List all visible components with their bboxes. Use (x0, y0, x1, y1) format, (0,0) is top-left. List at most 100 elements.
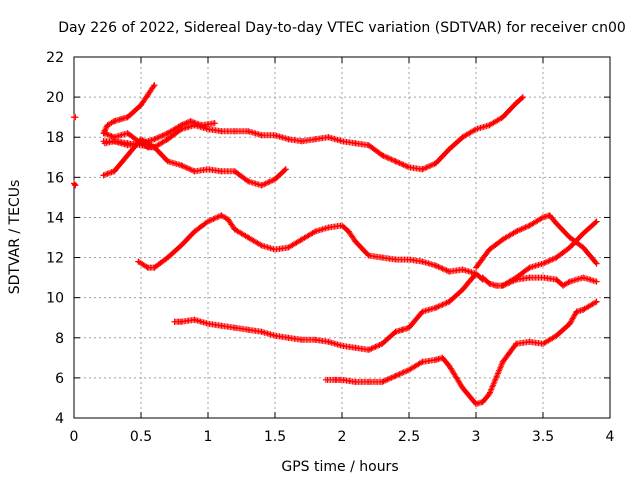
data-point (312, 228, 319, 235)
data-point (298, 336, 305, 343)
series-markers (473, 212, 600, 271)
series-markers (100, 82, 158, 137)
data-point (135, 258, 142, 265)
data-point (325, 224, 332, 231)
data-point (285, 136, 292, 143)
x-tick-label: 0 (70, 429, 79, 445)
data-point (540, 260, 546, 267)
data-point (322, 376, 329, 383)
x-axis-label: GPS time / hours (281, 459, 398, 475)
data-point (519, 94, 526, 101)
data-point (258, 132, 265, 139)
data-point (459, 266, 466, 273)
data-point (432, 304, 439, 311)
data-point (325, 134, 332, 141)
series-markers (322, 298, 600, 407)
x-tick-label: 2.5 (398, 429, 420, 445)
data-point (473, 270, 479, 277)
data-point (151, 136, 158, 143)
data-point (459, 134, 466, 141)
x-tick-label: 4 (606, 429, 615, 445)
y-axis-label: SDTVAR / TECUs (7, 180, 23, 295)
data-point (151, 144, 158, 151)
data-point (566, 234, 573, 241)
data-point (566, 278, 573, 285)
data-point (231, 226, 238, 233)
data-point (513, 340, 520, 347)
data-point (272, 332, 278, 339)
data-point (131, 108, 138, 115)
data-point (111, 118, 118, 125)
series-arc-b (71, 180, 79, 189)
data-point (419, 358, 426, 365)
data-point (540, 214, 546, 221)
data-point (392, 256, 399, 263)
data-point (272, 132, 278, 139)
data-point (379, 152, 386, 159)
data-point (593, 260, 600, 267)
data-point (151, 264, 158, 271)
data-point (124, 114, 131, 121)
data-point (365, 346, 372, 353)
data-point (325, 338, 332, 345)
data-point (191, 228, 198, 235)
data-point (339, 376, 345, 383)
data-point (446, 146, 453, 153)
data-point (205, 166, 211, 173)
data-point (144, 92, 151, 99)
data-point (164, 254, 171, 261)
data-point (540, 340, 546, 347)
data-point (473, 400, 479, 407)
series-arc-k (499, 218, 600, 289)
data-point (258, 182, 265, 189)
data-point (117, 116, 124, 123)
data-point (171, 318, 178, 325)
y-tick-label: 8 (55, 331, 64, 347)
data-point (124, 140, 131, 147)
data-point (178, 162, 185, 169)
data-point (144, 144, 151, 151)
data-point (466, 278, 473, 285)
data-point (178, 242, 185, 249)
data-point (218, 322, 225, 329)
data-point (493, 282, 500, 289)
series-markers (71, 180, 79, 189)
data-point (231, 168, 238, 175)
x-tick-label: 2 (338, 429, 347, 445)
data-point (593, 298, 600, 305)
data-point (365, 378, 372, 385)
data-point (499, 236, 506, 243)
data-point (486, 280, 493, 287)
data-point (406, 366, 412, 373)
axis-ticks (73, 56, 611, 419)
series-arc-a (71, 114, 79, 121)
y-tick-label: 22 (46, 50, 64, 66)
data-point (406, 164, 412, 171)
data-point (205, 126, 211, 133)
data-point (191, 316, 198, 323)
data-point (379, 254, 386, 261)
y-tick-label: 6 (55, 371, 64, 387)
data-point (352, 238, 359, 245)
data-point (164, 130, 171, 137)
y-tick-labels: 4 6 8 10 12 14 16 18 20 22 (46, 50, 64, 427)
data-point (211, 120, 218, 127)
y-tick-label: 20 (46, 90, 64, 106)
data-point (164, 136, 171, 143)
x-tick-label: 3 (472, 429, 481, 445)
data-point (245, 128, 252, 135)
data-point (231, 324, 238, 331)
x-tick-label: 0.5 (130, 429, 152, 445)
x-tick-label: 1.5 (264, 429, 286, 445)
data-point (124, 152, 131, 159)
data-point (580, 230, 587, 237)
series-markers (479, 274, 600, 289)
data-point (580, 306, 587, 313)
data-point (392, 372, 399, 379)
data-point (72, 182, 79, 189)
data-point (446, 298, 453, 305)
data-point (352, 344, 359, 351)
data-point (459, 286, 466, 293)
data-point (298, 138, 305, 145)
